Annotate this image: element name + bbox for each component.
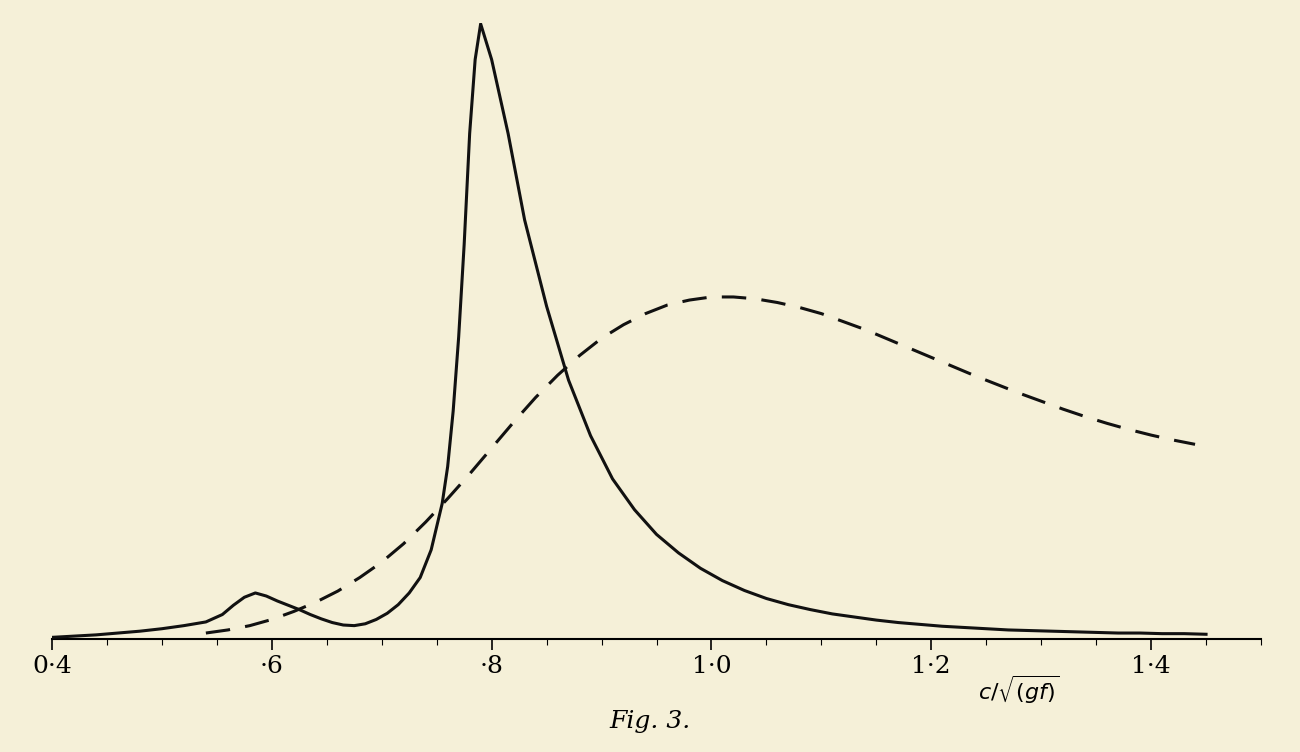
Text: Fig. 3.: Fig. 3. [610, 711, 690, 733]
Text: $c/\sqrt{(gf)}$: $c/\sqrt{(gf)}$ [979, 673, 1060, 705]
